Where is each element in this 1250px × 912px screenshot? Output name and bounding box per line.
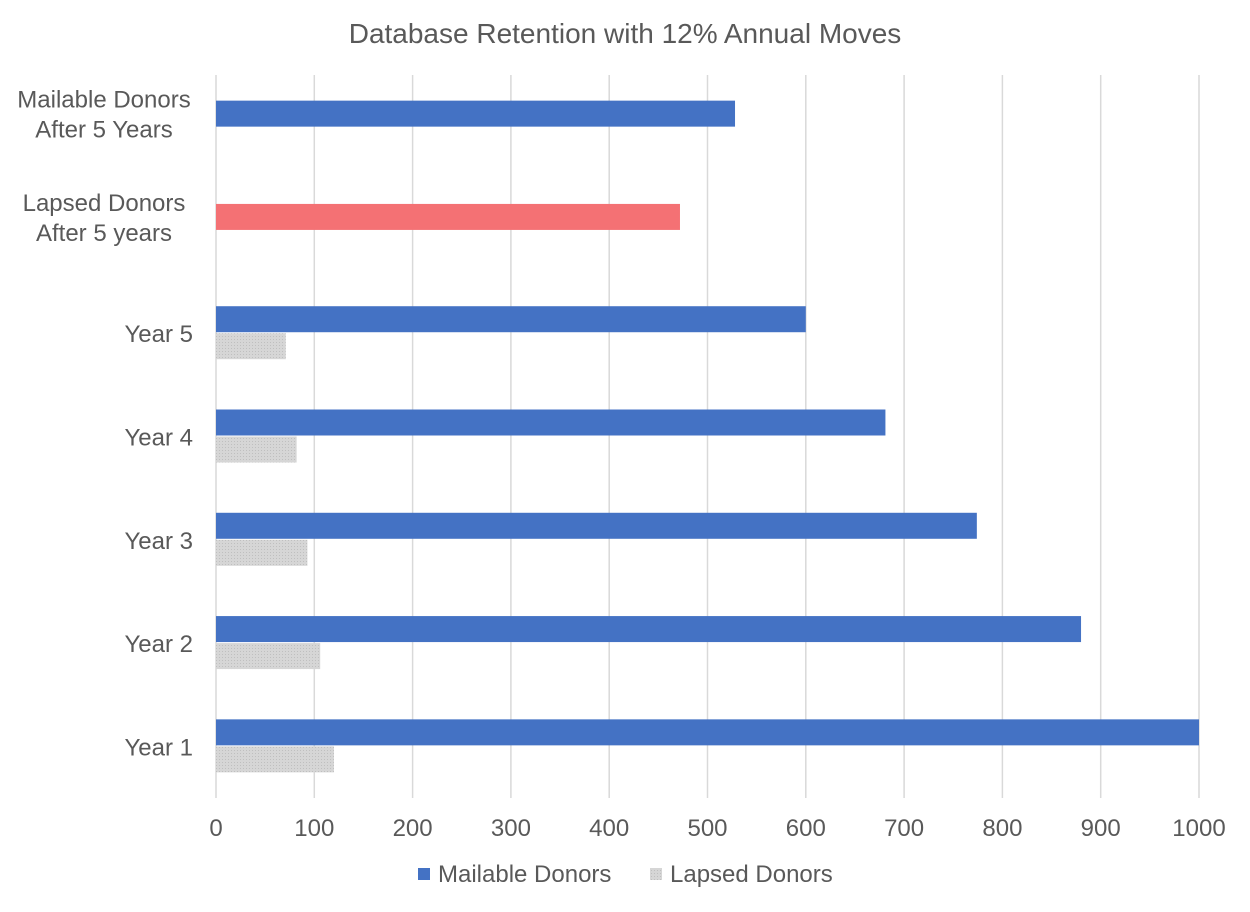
chart-title: Database Retention with 12% Annual Moves	[349, 18, 902, 49]
bar-mailable-donors	[216, 100, 736, 127]
x-tick-label: 200	[393, 815, 433, 842]
x-tick-label: 300	[491, 815, 531, 842]
bar-lapsed-donors	[216, 746, 334, 773]
bar-lapsed-donors	[216, 539, 308, 566]
category-label: Lapsed Donors	[23, 190, 186, 217]
category-label: Year 5	[124, 321, 193, 348]
x-tick-label: 600	[786, 815, 826, 842]
legend: Mailable Donors Lapsed Donors	[418, 861, 833, 888]
x-tick-label: 800	[982, 815, 1022, 842]
bar-mailable-donors	[216, 306, 806, 333]
x-tick-label: 1000	[1172, 815, 1225, 842]
x-tick-label: 900	[1081, 815, 1121, 842]
x-tick-label: 700	[884, 815, 924, 842]
bar-lapsed-donors	[216, 333, 286, 360]
x-tick-labels: 0 100 200 300 400 500 600 700 800 900 1000	[209, 815, 1225, 842]
legend-label: Lapsed Donors	[670, 861, 833, 888]
bar-mailable-donors	[216, 719, 1199, 746]
x-tick-label: 0	[209, 815, 222, 842]
category-label: After 5 years	[36, 220, 172, 247]
category-label: Year 1	[124, 734, 193, 761]
legend-swatch	[650, 868, 662, 880]
bar-mailable-donors	[216, 616, 1082, 643]
bar-lapsed-donors	[216, 436, 297, 463]
legend-swatch	[418, 868, 430, 880]
x-tick-label: 500	[687, 815, 727, 842]
x-tick-label: 400	[589, 815, 629, 842]
bar-mailable-donors	[216, 409, 886, 436]
category-labels: Year 1 Year 2 Year 3 Year 4 Year 5 Lapsed Don…	[17, 87, 193, 762]
x-tick-label: 100	[294, 815, 334, 842]
category-label: Year 3	[124, 528, 193, 555]
legend-label: Mailable Donors	[438, 861, 611, 888]
category-label: Year 2	[124, 631, 193, 658]
category-label: After 5 Years	[35, 117, 172, 144]
gridlines	[215, 75, 1200, 798]
bars	[216, 100, 1199, 773]
bar-lapsed-donors	[216, 203, 680, 230]
bar-lapsed-donors	[216, 643, 321, 670]
category-label: Year 4	[124, 425, 193, 452]
bar-mailable-donors	[216, 512, 977, 539]
category-label: Mailable Donors	[17, 87, 190, 114]
